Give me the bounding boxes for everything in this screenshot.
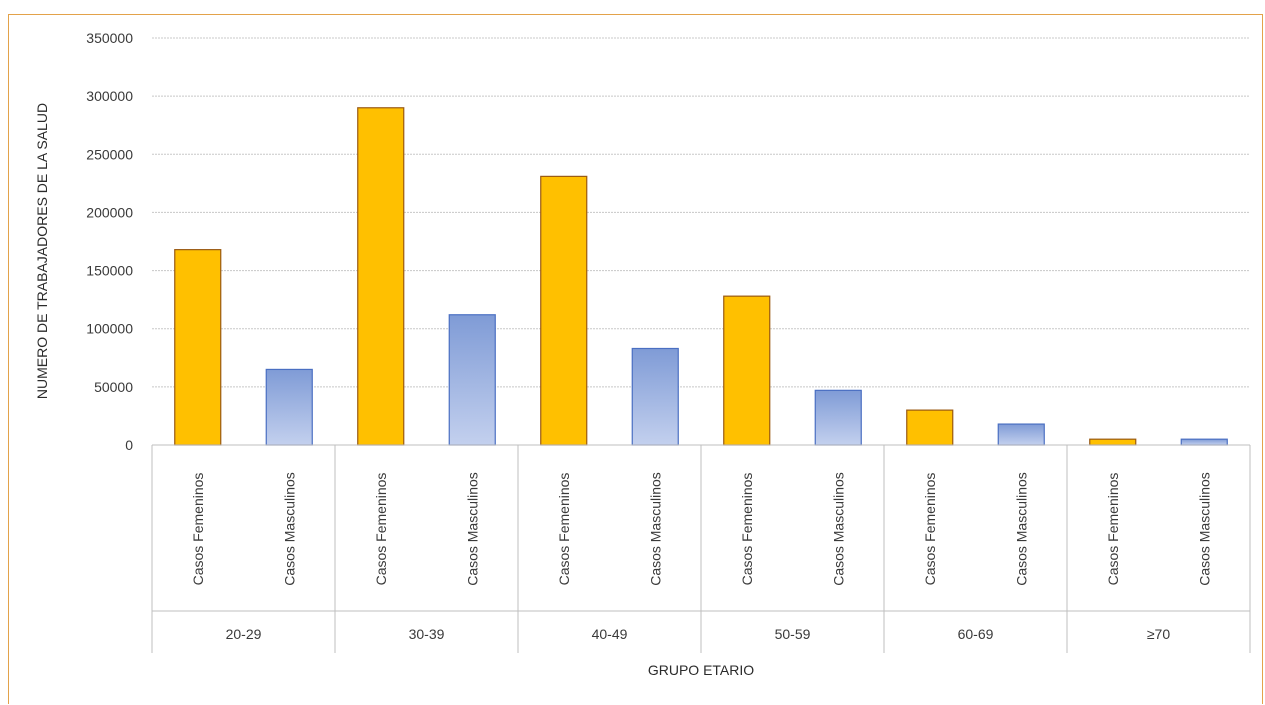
bar-masculinos-≥70 — [1180, 438, 1228, 446]
bar-femeninos-30-39 — [357, 107, 405, 446]
bar-masculinos-30-39 — [448, 314, 496, 446]
bar-masculinos-20-29 — [265, 368, 313, 446]
y-tick-label: 100000 — [86, 321, 133, 337]
subcategory-label: Casos Femeninos — [556, 473, 572, 586]
y-axis-title: NUMERO DE TRABAJADORES DE LA SALUD — [34, 103, 50, 399]
bar-chart: 0 50000 100000 150000 200000 250000 300000 3500… — [34, 30, 1251, 678]
bar-masculinos-40-49 — [631, 347, 679, 446]
y-tick-label: 350000 — [86, 30, 133, 46]
subcategory-label: Casos Femeninos — [1105, 473, 1121, 586]
group-label: 60-69 — [958, 626, 994, 642]
subcategory-label: Casos Masculinos — [830, 472, 846, 586]
gridlines — [152, 37, 1250, 388]
bar-femeninos-60-69 — [906, 409, 954, 446]
subcategory-label: Casos Masculinos — [464, 472, 480, 586]
chart-frame: 0 50000 100000 150000 200000 250000 300000 3500… — [8, 14, 1263, 704]
bar-femeninos-40-49 — [540, 175, 588, 446]
bar-masculinos-50-59 — [814, 389, 862, 446]
group-label: 20-29 — [226, 626, 262, 642]
subcategory-label: Casos Femeninos — [190, 473, 206, 586]
y-tick-label: 250000 — [86, 146, 133, 162]
y-tick-label: 50000 — [94, 379, 133, 395]
y-tick-label: 300000 — [86, 88, 133, 104]
group-label: ≥70 — [1147, 626, 1170, 642]
subcategory-label: Casos Masculinos — [647, 472, 663, 586]
y-axis-ticks: 0 50000 100000 150000 200000 250000 300000 3500… — [86, 30, 133, 453]
y-tick-label: 150000 — [86, 263, 133, 279]
bar-femeninos-≥70 — [1089, 438, 1137, 446]
y-tick-label: 200000 — [86, 204, 133, 220]
bar-femeninos-50-59 — [723, 295, 771, 446]
bars — [174, 107, 1228, 446]
x-axis: Casos Femeninos Casos Masculinos 20-29 Caso… — [151, 444, 1251, 653]
bar-femeninos-20-29 — [174, 249, 222, 446]
subcategory-label: Casos Masculinos — [1013, 472, 1029, 586]
y-tick-label: 0 — [125, 437, 133, 453]
bar-masculinos-60-69 — [997, 423, 1045, 446]
subcategory-label: Casos Femeninos — [922, 473, 938, 586]
group-label: 40-49 — [592, 626, 628, 642]
subcategory-label: Casos Masculinos — [281, 472, 297, 586]
group-label: 50-59 — [775, 626, 811, 642]
subcategory-label: Casos Femeninos — [739, 473, 755, 586]
x-axis-title: GRUPO ETARIO — [648, 662, 754, 678]
group-label: 30-39 — [409, 626, 445, 642]
subcategory-label: Casos Femeninos — [373, 473, 389, 586]
subcategory-label: Casos Masculinos — [1196, 472, 1212, 586]
